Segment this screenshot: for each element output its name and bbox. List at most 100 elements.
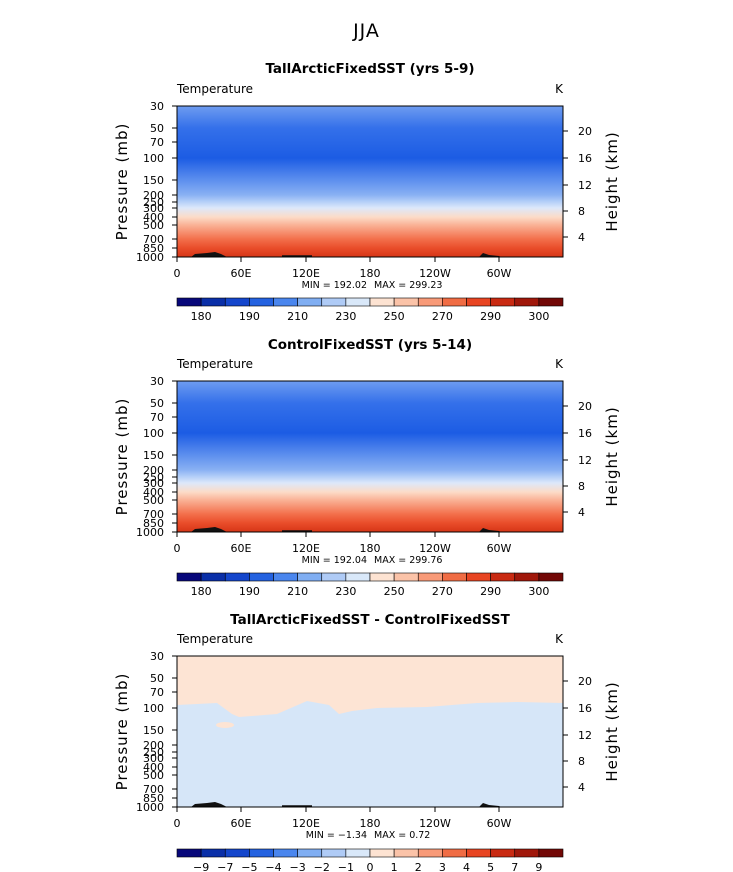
longitude-tick-label: 180 xyxy=(360,542,381,555)
colorbar-swatch xyxy=(417,572,443,582)
colorbar-label: 230 xyxy=(335,585,356,598)
panel-1: TallArcticFixedSST (yrs 5-9) Temperature K… xyxy=(113,61,621,291)
colorbar-swatch xyxy=(514,848,540,858)
positive-anomaly-patch xyxy=(216,722,234,728)
colorbar-label: −1 xyxy=(338,861,354,872)
colorbar-label: 250 xyxy=(384,585,405,598)
colorbar-swatch xyxy=(273,297,298,307)
height-tick-label: 12 xyxy=(578,179,592,192)
pressure-tick-label: 30 xyxy=(150,650,164,663)
colorbar-swatch xyxy=(321,572,347,582)
topography-andes xyxy=(479,253,501,257)
height-tick-label: 4 xyxy=(578,506,585,519)
units-label: K xyxy=(555,357,564,371)
units-label: K xyxy=(555,632,564,646)
longitude-tick-label: 0 xyxy=(174,542,181,555)
height-tick-label: 12 xyxy=(578,729,592,742)
colorbar-swatch xyxy=(538,297,564,307)
temperature-field xyxy=(177,106,563,257)
colorbar-swatch xyxy=(273,848,298,858)
pressure-tick-label: 50 xyxy=(150,672,164,685)
pressure-tick-label: 70 xyxy=(150,411,164,424)
pressure-tick-label: 700 xyxy=(143,508,164,521)
pressure-tick-label: 300 xyxy=(143,477,164,490)
height-axis-title: Height (km) xyxy=(603,681,621,781)
colorbar-label: −5 xyxy=(241,861,257,872)
pressure-tick-label: 400 xyxy=(143,211,164,224)
height-tick-label: 4 xyxy=(578,231,585,244)
min-value: MIN = 192.04 xyxy=(302,555,367,566)
colorbar-swatch xyxy=(369,848,395,858)
height-tick-label: 20 xyxy=(578,675,592,688)
variable-label: Temperature xyxy=(176,632,253,646)
panel-title: TallArcticFixedSST (yrs 5-9) xyxy=(265,61,474,77)
longitude-tick-label: 120E xyxy=(292,817,320,830)
colorbar-swatch xyxy=(369,572,395,582)
colorbar-label: −9 xyxy=(193,861,209,872)
height-tick-label: 16 xyxy=(578,427,592,440)
pressure-tick-label: 150 xyxy=(143,724,164,737)
height-axis-title: Height (km) xyxy=(603,131,621,231)
colorbar-swatch xyxy=(514,572,540,582)
colorbar-label: −7 xyxy=(217,861,233,872)
colorbar-swatch xyxy=(200,848,226,858)
min-value: MIN = 192.02 xyxy=(302,280,367,291)
colorbar-swatch xyxy=(200,572,226,582)
height-tick-label: 4 xyxy=(578,781,585,794)
colorbar-swatch xyxy=(176,572,202,582)
panel-title: ControlFixedSST (yrs 5-14) xyxy=(268,337,472,353)
colorbar-label: −4 xyxy=(265,861,281,872)
colorbar-swatch xyxy=(224,572,250,582)
colorbar-swatch xyxy=(200,297,226,307)
topography-andes xyxy=(479,803,501,807)
colorbar-label: 190 xyxy=(239,310,260,323)
height-tick-label: 20 xyxy=(578,125,592,138)
colorbar-swatch xyxy=(538,572,564,582)
pressure-tick-label: 250 xyxy=(143,746,164,759)
pressure-tick-label: 500 xyxy=(143,219,164,232)
panel-3: TallArcticFixedSST - ControlFixedSST Temp… xyxy=(113,612,621,841)
topography-asia xyxy=(191,802,227,807)
units-label: K xyxy=(555,82,564,96)
longitude-tick-label: 60W xyxy=(487,542,512,555)
variable-label: Temperature xyxy=(176,357,253,371)
colorbar-swatch xyxy=(345,572,371,582)
pressure-tick-label: 150 xyxy=(143,174,164,187)
pressure-tick-label: 70 xyxy=(150,686,164,699)
height-tick-label: 8 xyxy=(578,480,585,493)
pressure-tick-label: 700 xyxy=(143,783,164,796)
pressure-tick-label: 250 xyxy=(143,471,164,484)
colorbar-swatch xyxy=(417,297,443,307)
pressure-tick-label: 100 xyxy=(143,152,164,165)
topography-asia xyxy=(191,527,227,532)
variable-label: Temperature xyxy=(176,82,253,96)
pressure-tick-label: 30 xyxy=(150,375,164,388)
colorbar-3: −9 −7 −5 −4 −3 −2 −1 0 1 2 3 4 5 7 9 xyxy=(176,848,564,872)
colorbar-swatch xyxy=(442,572,467,582)
longitude-tick-label: 120W xyxy=(419,542,451,555)
colorbar-label: −3 xyxy=(290,861,306,872)
colorbar-swatch xyxy=(297,848,323,858)
longitude-tick-label: 120E xyxy=(292,267,320,280)
colorbar-label: 210 xyxy=(287,310,308,323)
colorbar-swatch xyxy=(345,848,371,858)
longitude-tick-label: 180 xyxy=(360,267,381,280)
colorbar-label: 300 xyxy=(528,585,549,598)
pressure-tick-label: 30 xyxy=(150,100,164,113)
longitude-tick-label: 60W xyxy=(487,817,512,830)
colorbar-swatch xyxy=(224,297,250,307)
colorbar-swatch xyxy=(273,572,298,582)
colorbar-swatch xyxy=(249,572,274,582)
colorbar-label: 7 xyxy=(511,861,518,872)
longitude-tick-label: 60E xyxy=(231,542,252,555)
colorbar-label: 5 xyxy=(487,861,494,872)
colorbar-label: 2 xyxy=(415,861,422,872)
pressure-axis-title: Pressure (mb) xyxy=(113,398,131,516)
colorbar-swatch xyxy=(297,297,323,307)
longitude-tick-label: 60E xyxy=(231,267,252,280)
colorbar-swatch xyxy=(466,572,491,582)
topography-asia xyxy=(191,252,227,257)
pressure-tick-label: 70 xyxy=(150,136,164,149)
colorbar-swatch xyxy=(490,297,516,307)
